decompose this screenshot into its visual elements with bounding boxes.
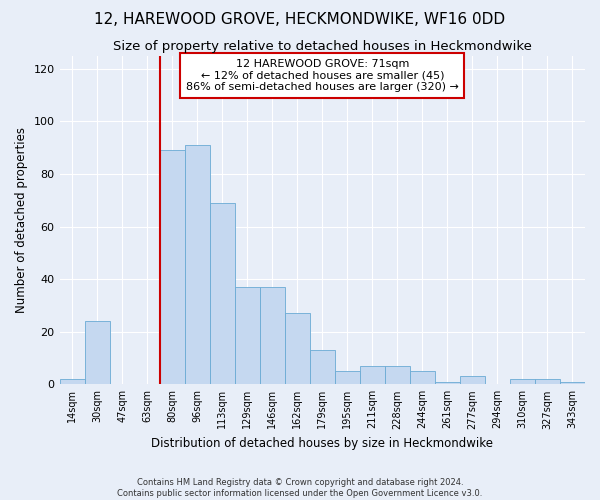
Bar <box>560 382 585 384</box>
Y-axis label: Number of detached properties: Number of detached properties <box>15 127 28 313</box>
Bar <box>460 376 485 384</box>
Title: Size of property relative to detached houses in Heckmondwike: Size of property relative to detached ho… <box>113 40 532 53</box>
X-axis label: Distribution of detached houses by size in Heckmondwike: Distribution of detached houses by size … <box>151 437 493 450</box>
Bar <box>85 321 110 384</box>
Bar <box>285 314 310 384</box>
Bar <box>335 371 360 384</box>
Text: 12, HAREWOOD GROVE, HECKMONDWIKE, WF16 0DD: 12, HAREWOOD GROVE, HECKMONDWIKE, WF16 0… <box>94 12 506 28</box>
Bar <box>310 350 335 384</box>
Text: Contains HM Land Registry data © Crown copyright and database right 2024.
Contai: Contains HM Land Registry data © Crown c… <box>118 478 482 498</box>
Bar <box>510 379 535 384</box>
Bar <box>360 366 385 384</box>
Bar <box>160 150 185 384</box>
Bar <box>535 379 560 384</box>
Bar <box>410 371 435 384</box>
Bar <box>209 203 235 384</box>
Bar <box>435 382 460 384</box>
Bar <box>260 287 285 384</box>
Text: 12 HAREWOOD GROVE: 71sqm
← 12% of detached houses are smaller (45)
86% of semi-d: 12 HAREWOOD GROVE: 71sqm ← 12% of detach… <box>186 59 459 92</box>
Bar <box>235 287 260 384</box>
Bar <box>385 366 410 384</box>
Bar <box>185 145 209 384</box>
Bar <box>59 379 85 384</box>
